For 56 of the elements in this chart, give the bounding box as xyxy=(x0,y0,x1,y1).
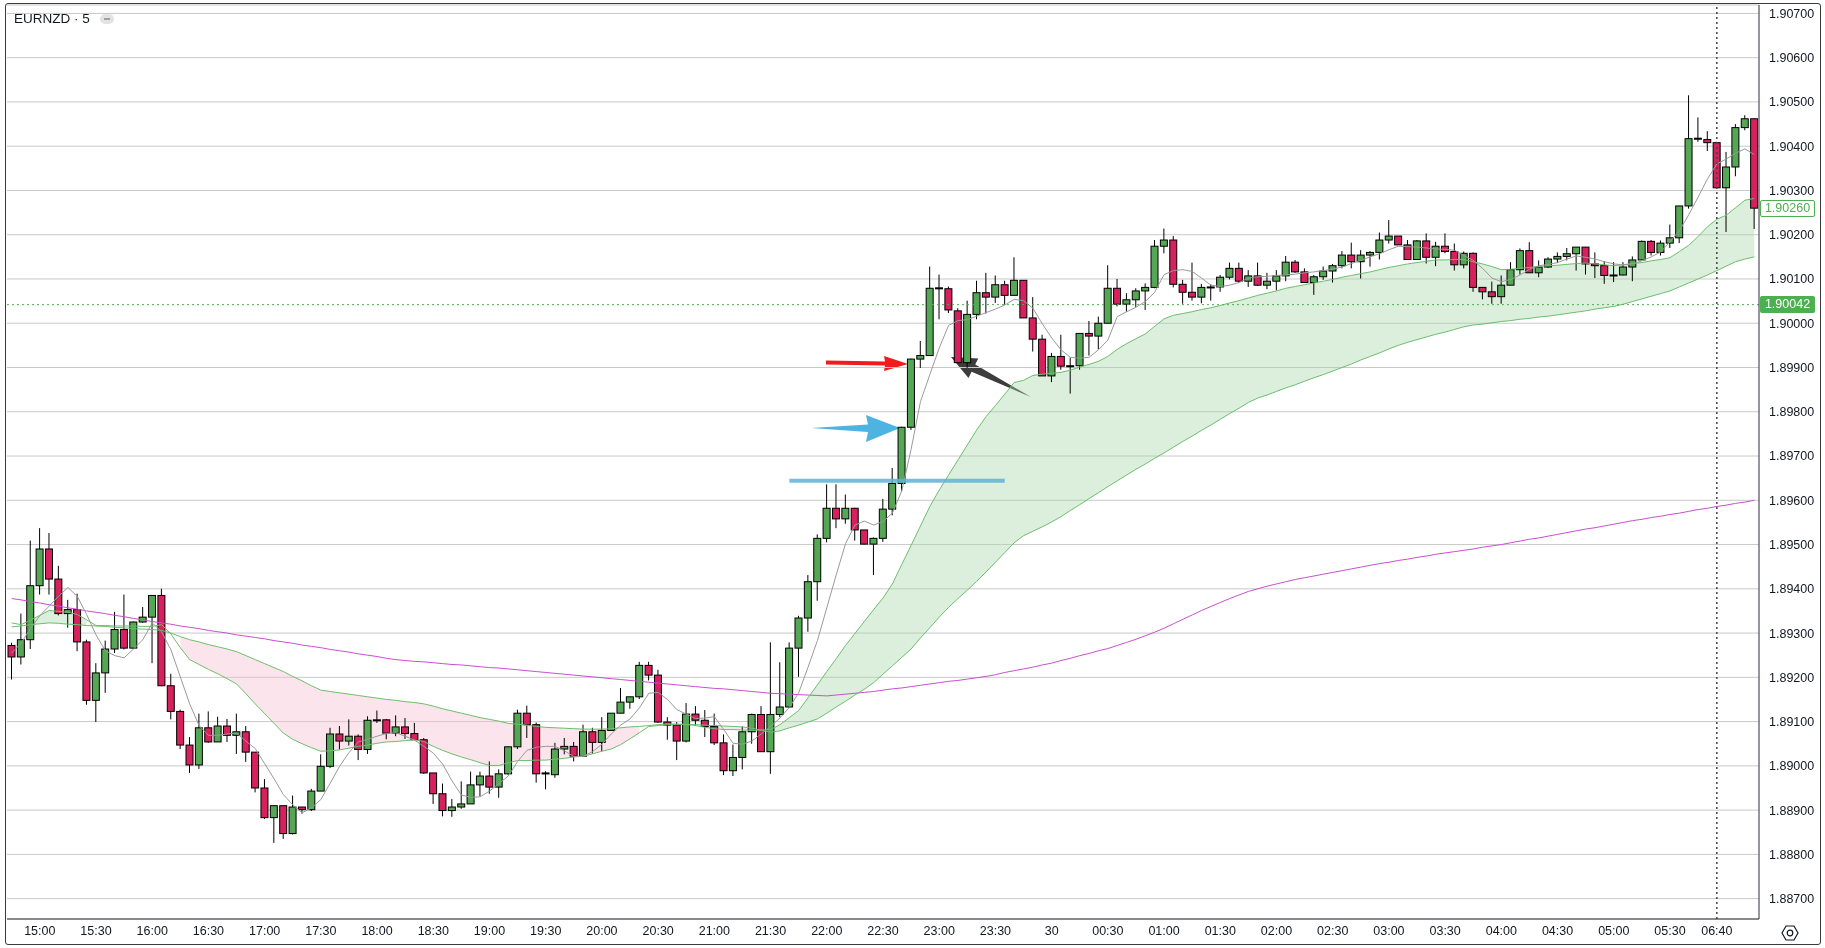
x-tick-label: 18:00 xyxy=(361,923,393,938)
y-tick-label: 1.88800 xyxy=(1769,847,1815,862)
ref-line-label: 1.90042 xyxy=(1764,297,1811,312)
line-series xyxy=(11,499,1755,697)
x-tick-label: 03:30 xyxy=(1429,923,1461,938)
x-tick-label: 23:00 xyxy=(923,923,955,938)
x-tick-label: 01:30 xyxy=(1204,923,1236,938)
y-tick-label: 1.88700 xyxy=(1769,892,1815,907)
x-tick-label: 18:30 xyxy=(417,923,449,938)
y-tick-label: 1.90300 xyxy=(1769,183,1815,198)
x-tick-label: 16:00 xyxy=(136,923,168,938)
x-tick-label: 30 xyxy=(1044,923,1059,938)
x-tick-label: 03:00 xyxy=(1373,923,1405,938)
y-tick-label: 1.88900 xyxy=(1769,803,1815,818)
y-tick-label: 1.90600 xyxy=(1769,51,1815,66)
x-tick-label: 22:30 xyxy=(867,923,899,938)
y-tick-label: 1.89500 xyxy=(1769,537,1815,552)
x-tick-label: 21:00 xyxy=(698,923,731,938)
y-tick-label: 1.89000 xyxy=(1769,759,1815,774)
x-tick-label: 16:30 xyxy=(192,923,225,938)
y-tick-label: 1.90500 xyxy=(1769,95,1815,110)
x-tick-label: 06:40 xyxy=(1701,923,1733,938)
y-tick-label: 1.90400 xyxy=(1769,139,1815,154)
y-tick-label: 1.89100 xyxy=(1769,715,1815,730)
y-tick-label: 1.89300 xyxy=(1769,626,1815,641)
x-tick-label: 00:30 xyxy=(1092,923,1124,938)
x-tick-label: 21:30 xyxy=(754,923,787,938)
x-tick-label: 19:30 xyxy=(530,923,562,938)
x-tick-label: 20:00 xyxy=(586,923,618,938)
y-tick-label: 1.90700 xyxy=(1769,6,1815,21)
x-tick-label: 23:30 xyxy=(979,923,1012,938)
y-tick-label: 1.89600 xyxy=(1769,493,1815,508)
y-tick-label: 1.90200 xyxy=(1769,228,1815,243)
x-tick-label: 05:00 xyxy=(1598,923,1630,938)
y-tick-label: 1.89900 xyxy=(1769,360,1815,375)
x-tick-label: 05:30 xyxy=(1654,923,1686,938)
y-tick-label: 1.89400 xyxy=(1769,582,1815,597)
text: EURNZD · 5 xyxy=(14,11,90,26)
text: 1.90260 xyxy=(1764,200,1811,215)
x-tick-label: 19:00 xyxy=(473,923,506,938)
x-tick-label: 04:00 xyxy=(1485,923,1518,938)
x-tick-label: 02:00 xyxy=(1260,923,1293,938)
x-tick-label: 01:00 xyxy=(1148,923,1180,938)
y-tick-label: 1.90100 xyxy=(1769,272,1815,287)
x-tick-label: 15:30 xyxy=(80,923,112,938)
y-tick-label: 1.90000 xyxy=(1769,316,1815,331)
x-tick-label: 17:30 xyxy=(305,923,337,938)
x-tick-label: 04:30 xyxy=(1541,923,1574,938)
x-tick-label: 20:30 xyxy=(642,923,674,938)
x-tick-label: 02:30 xyxy=(1317,923,1349,938)
x-tick-label: 15:00 xyxy=(24,923,56,938)
x-tick-label: 22:00 xyxy=(811,923,843,938)
x-tick-label: 17:00 xyxy=(249,923,281,938)
y-tick-label: 1.89200 xyxy=(1769,670,1815,685)
y-tick-label: 1.89700 xyxy=(1769,449,1815,464)
y-tick-label: 1.89800 xyxy=(1769,405,1815,420)
